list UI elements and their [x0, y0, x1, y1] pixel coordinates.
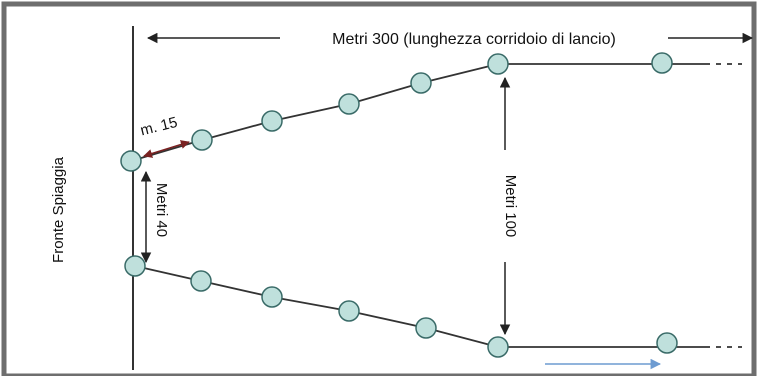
buoy-upper-2	[191, 129, 213, 151]
lower-buoy-line	[134, 265, 499, 348]
buoy-lower-1	[124, 255, 146, 277]
buoy-lower-3	[261, 286, 283, 308]
buoy-spacing-arrow	[143, 140, 190, 158]
buoy-upper-7	[651, 52, 673, 74]
buoy-lower-4	[338, 300, 360, 322]
buoy-lower-6	[487, 336, 509, 358]
buoy-upper-3	[261, 110, 283, 132]
buoy-upper-6	[487, 53, 509, 75]
entrance-width-label: Metri 40	[153, 183, 170, 237]
corridor-length-label: Metri 300 (lunghezza corridoio di lancio…	[332, 31, 616, 48]
buoy-upper-5	[410, 72, 432, 94]
buoy-lower-5	[415, 317, 437, 339]
beach-front-label: Fronte Spiaggia	[50, 156, 67, 263]
buoy-upper-4	[338, 93, 360, 115]
buoy-lower-7	[656, 332, 678, 354]
channel-width-label: Metri 100	[502, 175, 519, 238]
buoy-lower-2	[190, 270, 212, 292]
buoy-upper-1	[120, 150, 142, 172]
upper-buoy-line	[130, 63, 499, 162]
